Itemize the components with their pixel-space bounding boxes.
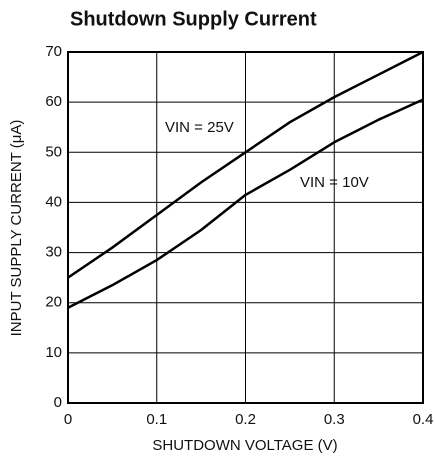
y-tick-label: 30 bbox=[45, 244, 62, 261]
x-tick-label: 0.3 bbox=[324, 411, 345, 428]
y-tick-label: 40 bbox=[45, 193, 62, 210]
y-tick-label: 10 bbox=[45, 344, 62, 361]
series-label: VIN = 10V bbox=[300, 174, 369, 191]
x-tick-label: 0.2 bbox=[235, 411, 256, 428]
x-tick-label: 0.1 bbox=[146, 411, 167, 428]
y-axis-label: INPUT SUPPLY CURRENT (μA) bbox=[8, 120, 25, 337]
x-axis-label: SHUTDOWN VOLTAGE (V) bbox=[152, 437, 337, 454]
chart-title: Shutdown Supply Current bbox=[70, 8, 317, 30]
y-tick-label: 70 bbox=[45, 43, 62, 60]
y-tick-label: 50 bbox=[45, 143, 62, 160]
series-line bbox=[67, 98, 424, 309]
y-tick-label: 60 bbox=[45, 93, 62, 110]
series-label: VIN = 25V bbox=[165, 119, 234, 136]
plot-frame bbox=[67, 51, 424, 404]
y-tick-label: 0 bbox=[54, 394, 62, 411]
x-tick-label: 0 bbox=[64, 411, 72, 428]
y-tick-label: 20 bbox=[45, 294, 62, 311]
series-line bbox=[67, 50, 424, 279]
x-tick-label: 0.4 bbox=[413, 411, 434, 428]
